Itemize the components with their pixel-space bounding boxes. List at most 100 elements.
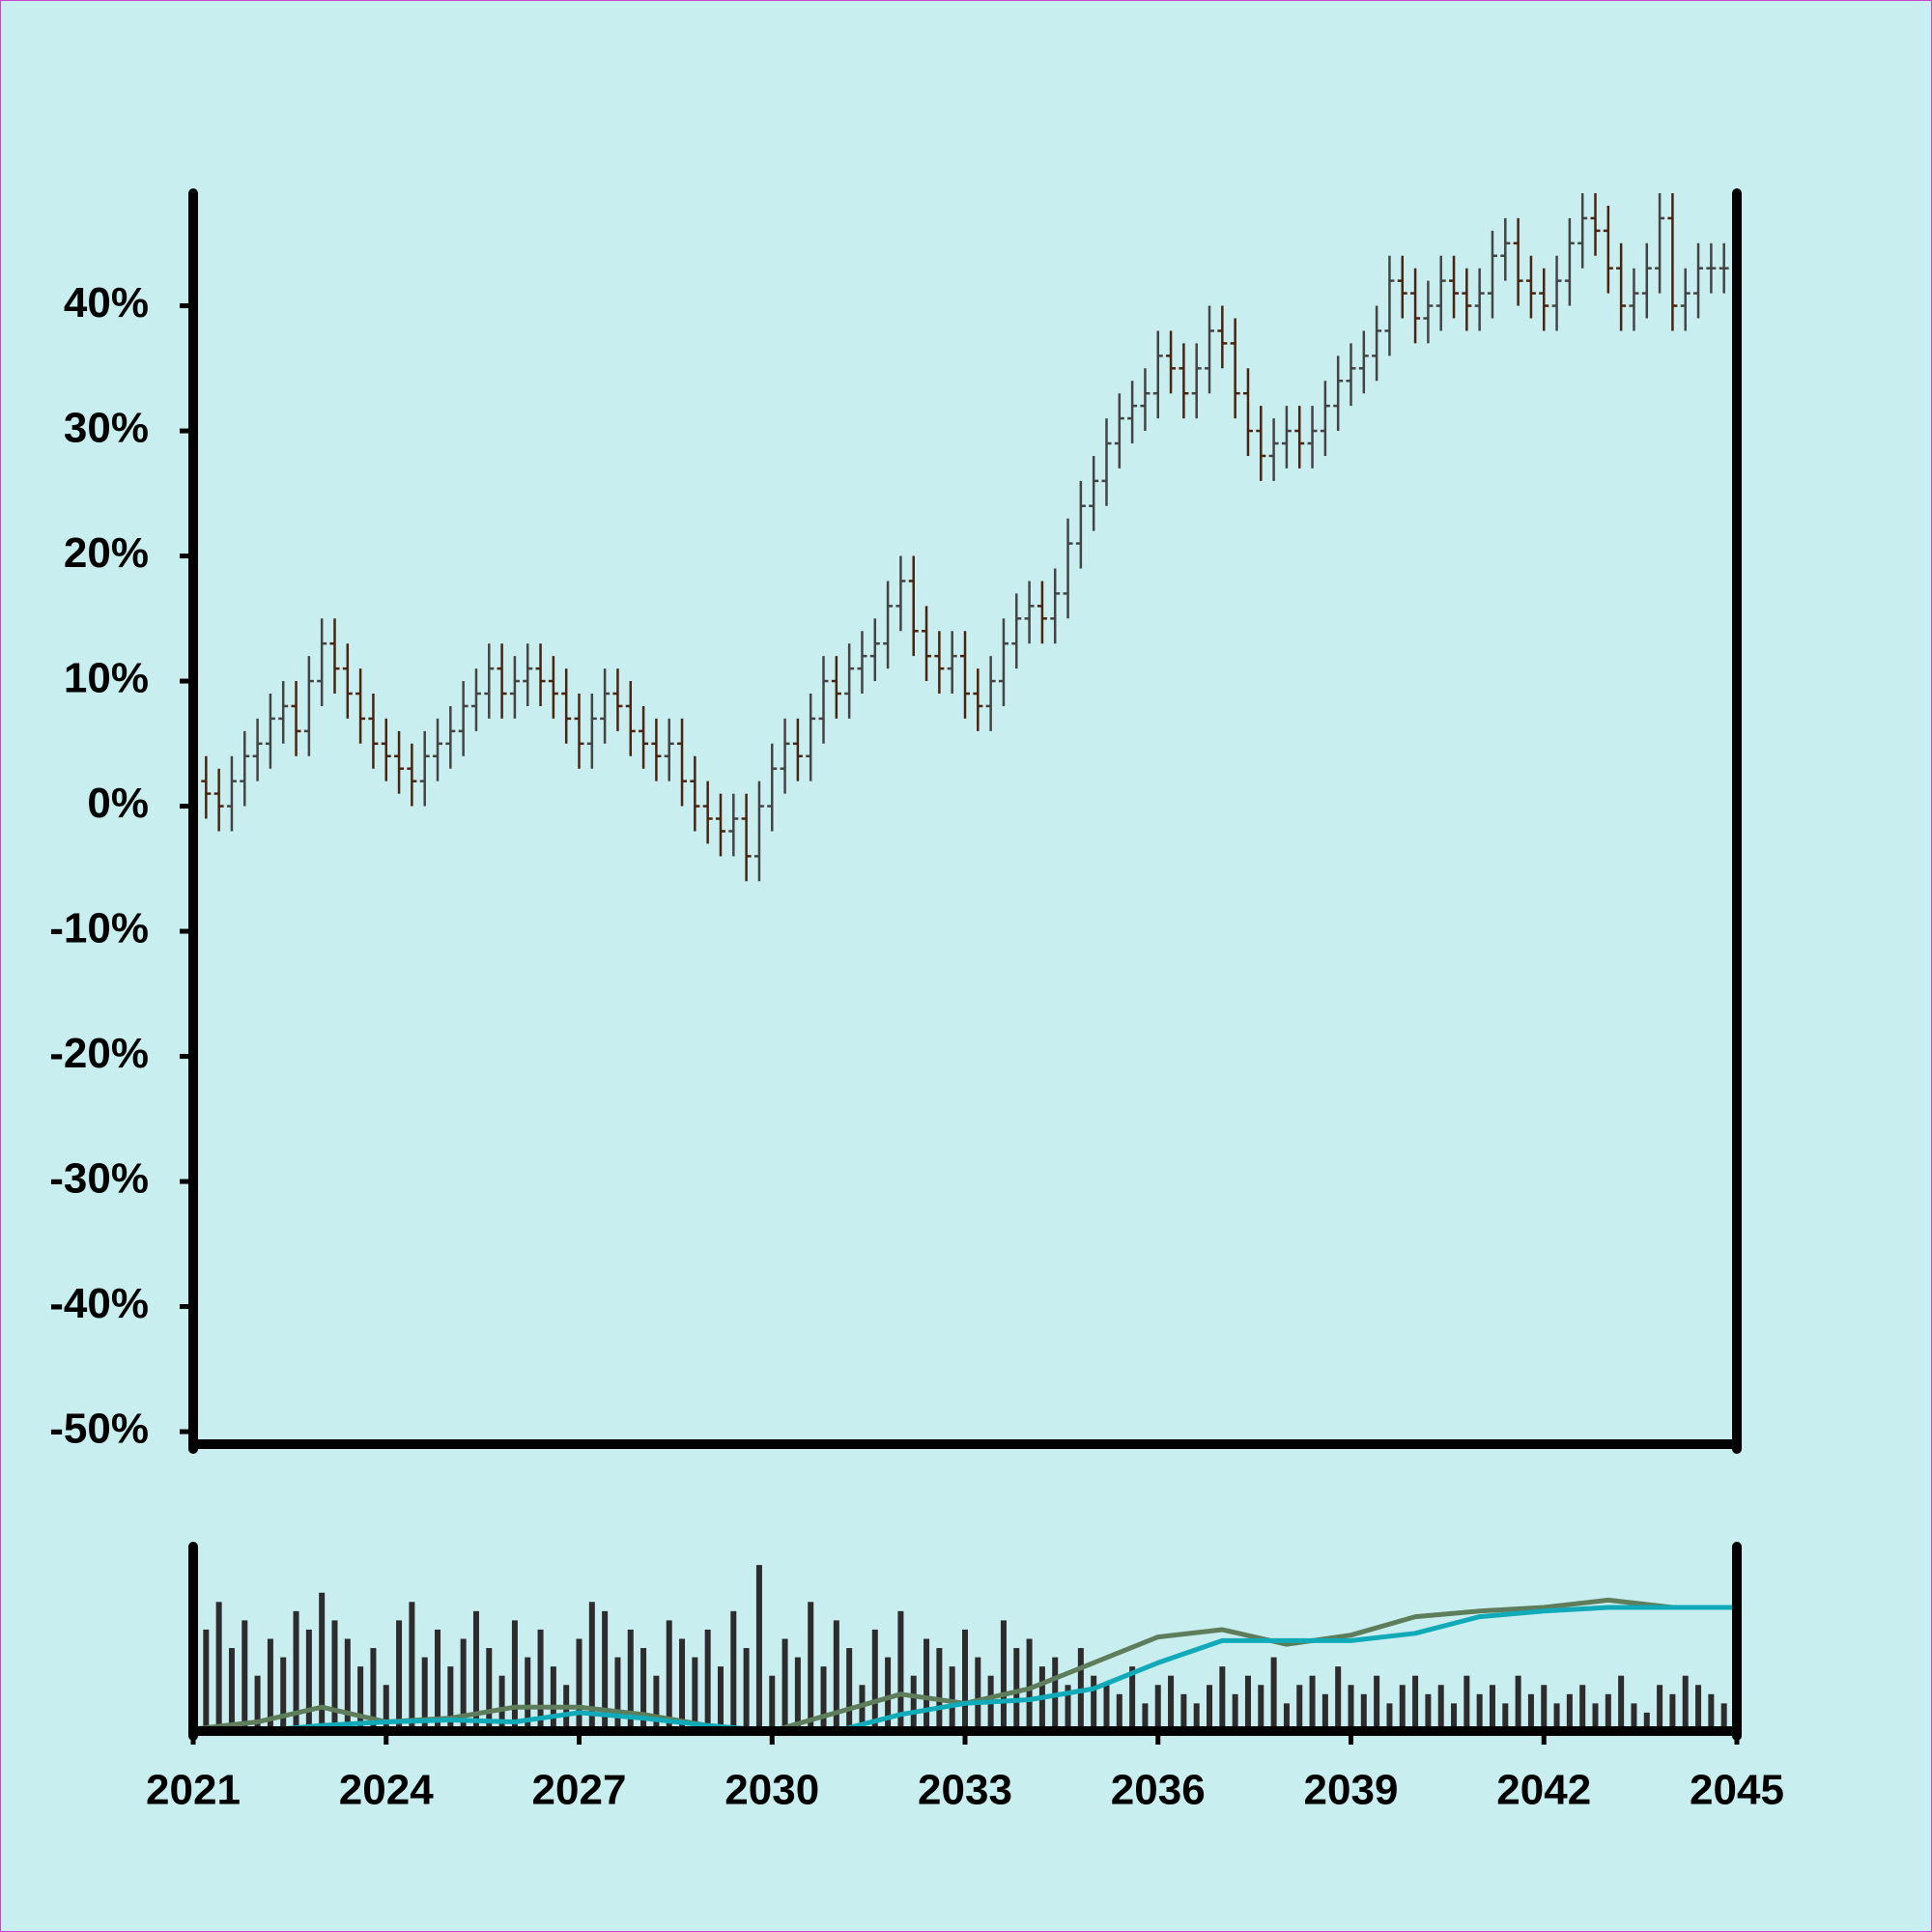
volume-bar [472, 1610, 479, 1731]
volume-bar [344, 1638, 351, 1731]
volume-bar [435, 1629, 441, 1731]
volume-bar [692, 1657, 698, 1731]
y-tick-label: 30% [64, 405, 149, 452]
volume-bar [215, 1602, 222, 1731]
volume-bar [1592, 1703, 1599, 1731]
volume-bar [1412, 1675, 1419, 1731]
volume-bar [962, 1629, 968, 1731]
volume-bar [1631, 1703, 1637, 1731]
volume-bar [1669, 1693, 1676, 1731]
volume-bar [576, 1638, 582, 1731]
volume-bar [409, 1602, 415, 1731]
y-tick-label: -50% [49, 1406, 149, 1453]
volume-bar [602, 1610, 609, 1731]
volume-bar [885, 1657, 892, 1731]
volume-bar [769, 1675, 776, 1731]
volume-bar [1154, 1685, 1161, 1731]
x-tick-label: 2042 [1496, 1767, 1591, 1814]
volume-bar [228, 1648, 235, 1731]
volume-bar [1566, 1693, 1573, 1731]
volume-bar [1374, 1675, 1380, 1731]
volume-bar [383, 1685, 389, 1731]
volume-bar [614, 1657, 621, 1731]
x-tick-label: 2036 [1111, 1767, 1206, 1814]
volume-bar [755, 1565, 762, 1731]
volume-bar [319, 1592, 326, 1731]
volume-bar [267, 1638, 273, 1731]
volume-bar [923, 1638, 930, 1731]
volume-bar [1335, 1666, 1342, 1731]
volume-bar [331, 1620, 338, 1731]
y-tick-label: -30% [49, 1155, 149, 1203]
x-tick-label: 2033 [918, 1767, 1012, 1814]
volume-bar [859, 1685, 866, 1731]
volume-bar [1437, 1685, 1444, 1731]
volume-bar [447, 1666, 454, 1731]
volume-bar [794, 1657, 801, 1731]
volume-bar [1258, 1685, 1264, 1731]
volume-bar [550, 1666, 556, 1731]
volume-bar [1541, 1685, 1548, 1731]
volume-bar [203, 1629, 210, 1731]
volume-bar [1000, 1620, 1007, 1731]
volume-bar [1232, 1693, 1238, 1731]
volume-bar [666, 1620, 672, 1731]
volume-bar [743, 1648, 750, 1731]
volume-bar [781, 1638, 788, 1731]
volume-bar [717, 1666, 724, 1731]
volume-bar [370, 1648, 377, 1731]
volume-bar [640, 1648, 647, 1731]
volume-bar [1463, 1675, 1470, 1731]
y-tick-label: -10% [49, 905, 149, 952]
x-tick-label: 2030 [724, 1767, 819, 1814]
volume-bar [833, 1620, 839, 1731]
volume-bar [460, 1638, 467, 1731]
volume-bar [1720, 1703, 1727, 1731]
volume-bar [1476, 1693, 1483, 1731]
volume-bar [1425, 1693, 1432, 1731]
volume-bar [1348, 1685, 1354, 1731]
volume-bar [1553, 1703, 1560, 1731]
volume-bar [511, 1620, 518, 1731]
volume-bar [498, 1675, 505, 1731]
y-tick-label: 40% [64, 279, 149, 327]
volume-bar [1386, 1703, 1393, 1731]
volume-bar [1527, 1693, 1534, 1731]
volume-bar [396, 1620, 403, 1731]
volume-bar [357, 1666, 364, 1731]
x-tick-label: 2021 [146, 1767, 241, 1814]
volume-bar [1605, 1693, 1611, 1731]
volume-bar [1244, 1675, 1251, 1731]
volume-bar [1091, 1675, 1097, 1731]
volume-bar [1502, 1703, 1509, 1731]
volume-bar [846, 1648, 853, 1731]
volume-bar [808, 1602, 814, 1731]
volume-bar [1065, 1685, 1071, 1731]
volume-bar [1207, 1685, 1213, 1731]
y-tick-label: 0% [87, 780, 149, 827]
volume-bar [1116, 1693, 1122, 1731]
volume-bar [1026, 1638, 1033, 1731]
volume-bar [1219, 1666, 1226, 1731]
volume-bar [1695, 1685, 1702, 1731]
volume-bar [1168, 1675, 1175, 1731]
x-tick-label: 2045 [1690, 1767, 1784, 1814]
volume-bar [820, 1666, 827, 1731]
volume-bar [1579, 1685, 1586, 1731]
volume-bar [897, 1610, 904, 1731]
volume-bar [1708, 1693, 1715, 1731]
average-line [193, 1605, 1737, 1734]
volume-bar [1180, 1693, 1187, 1731]
volume-bar [871, 1629, 878, 1731]
volume-bar [1270, 1657, 1277, 1731]
volume-bar [1399, 1685, 1406, 1731]
volume-bar [254, 1675, 261, 1731]
y-tick-label: -40% [49, 1280, 149, 1327]
volume-bar [588, 1602, 595, 1731]
y-tick-label: 20% [64, 529, 149, 577]
y-tick-label: -20% [49, 1030, 149, 1077]
volume-bar [486, 1648, 493, 1731]
volume-bar [1643, 1712, 1650, 1731]
volume-bar [1682, 1675, 1689, 1731]
